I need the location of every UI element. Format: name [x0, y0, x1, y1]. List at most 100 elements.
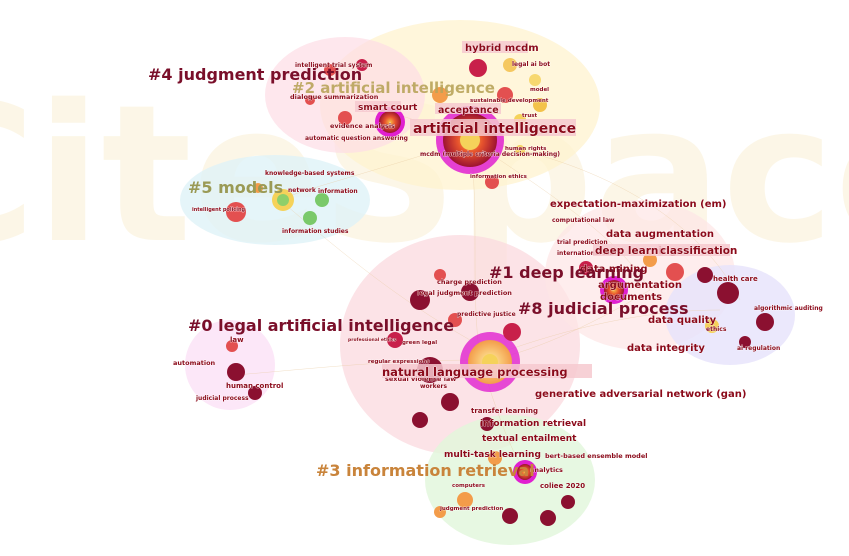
node[interactable]	[540, 510, 556, 526]
keyword-label[interactable]: hybrid mcdm	[465, 43, 539, 55]
keyword-label[interactable]: data mining	[580, 264, 648, 276]
cluster-label-0[interactable]: #0 legal artificial intelligence	[188, 316, 454, 335]
node[interactable]	[412, 412, 428, 428]
keyword-label[interactable]: legal judgment prediction	[417, 289, 513, 298]
keyword-label[interactable]: judicial process	[195, 395, 250, 403]
node[interactable]	[441, 393, 459, 411]
keyword-label[interactable]: green legal	[402, 340, 438, 347]
keyword-label[interactable]: smart court	[358, 103, 419, 114]
keyword-label[interactable]: trust	[522, 113, 538, 120]
keyword-label[interactable]: legal ai bot	[512, 61, 551, 69]
node[interactable]	[315, 193, 329, 207]
keyword-label[interactable]: multi-task learning	[444, 450, 541, 461]
keyword-label[interactable]: intelligent trial system	[295, 62, 373, 70]
node[interactable]	[488, 451, 502, 465]
keyword-label[interactable]: analytics	[530, 466, 564, 475]
keyword-label[interactable]: natural language processing	[382, 365, 568, 380]
node[interactable]	[643, 253, 657, 267]
keyword-label[interactable]: algorithmic auditing	[754, 305, 823, 313]
node[interactable]	[434, 269, 446, 281]
keyword-label[interactable]: charge prediction	[437, 278, 503, 287]
keyword-label[interactable]: data augmentation	[606, 229, 715, 241]
keyword-label[interactable]: ethics	[706, 326, 727, 334]
keyword-label[interactable]: bert-based ensemble model	[545, 452, 648, 461]
keyword-label[interactable]: classification	[660, 245, 738, 258]
keyword-label[interactable]: coliee 2020	[540, 482, 586, 491]
node[interactable]	[226, 340, 238, 352]
keyword-label[interactable]: data integrity	[627, 343, 706, 355]
keyword-label[interactable]: evidence analysis	[330, 122, 396, 131]
cluster-label-1[interactable]: #1 deep learning	[489, 263, 644, 282]
keyword-label[interactable]: human rights	[505, 146, 548, 153]
node[interactable]	[529, 74, 541, 86]
node[interactable]	[277, 194, 289, 206]
keyword-label[interactable]: law	[230, 336, 245, 345]
node[interactable]	[356, 59, 368, 71]
node[interactable]	[503, 323, 521, 341]
node[interactable]	[579, 261, 593, 275]
node[interactable]	[517, 464, 533, 480]
node[interactable]	[434, 506, 446, 518]
keyword-label[interactable]: artificial intelligence	[413, 121, 577, 138]
cluster-label-7[interactable]: #8 judicial process	[518, 299, 688, 318]
keyword-label[interactable]: computers	[452, 483, 486, 490]
keyword-label[interactable]: computational law	[552, 217, 616, 225]
node[interactable]	[457, 492, 473, 508]
node[interactable]	[248, 386, 262, 400]
node[interactable]	[497, 87, 513, 103]
keyword-label[interactable]: documents	[600, 292, 663, 304]
keyword-label[interactable]: trial prediction	[557, 239, 608, 247]
node[interactable]	[561, 495, 575, 509]
node[interactable]	[226, 202, 246, 222]
keyword-label[interactable]: acceptance	[438, 105, 499, 117]
node[interactable]	[705, 319, 719, 333]
keyword-label[interactable]: transfer learning	[471, 407, 539, 416]
keyword-label[interactable]: textual entailment	[482, 434, 578, 445]
keyword-label[interactable]: mcdm (multiple criteria decision-making)	[420, 151, 561, 159]
node[interactable]	[324, 64, 336, 76]
node[interactable]	[253, 183, 263, 193]
keyword-label[interactable]: intelligent policing	[192, 207, 246, 214]
keyword-label[interactable]: expectation-maximization (em)	[550, 199, 727, 211]
keyword-label[interactable]: network	[288, 187, 317, 195]
node[interactable]	[410, 290, 430, 310]
keyword-label[interactable]: international law	[557, 250, 616, 258]
node[interactable]	[480, 417, 494, 431]
keyword-label[interactable]: data quality	[648, 315, 717, 327]
keyword-label[interactable]: information studies	[282, 228, 349, 236]
node[interactable]	[604, 280, 624, 300]
keyword-label[interactable]: information	[318, 188, 358, 196]
keyword-label[interactable]: dialogue summarization	[290, 93, 379, 102]
node[interactable]	[485, 175, 499, 189]
node[interactable]	[502, 508, 518, 524]
node[interactable]	[533, 98, 547, 112]
cluster-label-5[interactable]: #5 models	[188, 178, 283, 197]
keyword-label[interactable]: sexual violence law	[385, 375, 457, 384]
keyword-label[interactable]: human control	[226, 382, 284, 391]
node[interactable]	[305, 95, 315, 105]
keyword-label[interactable]: information ethics	[470, 174, 528, 181]
keyword-label[interactable]: information retrieval	[480, 419, 587, 430]
cluster-label-2[interactable]: #2 artificial intelligence	[292, 79, 495, 97]
node[interactable]	[432, 87, 448, 103]
node[interactable]	[227, 363, 245, 381]
keyword-label[interactable]: model	[530, 87, 550, 94]
keyword-label[interactable]: regular expressions	[368, 359, 431, 366]
node[interactable]	[666, 263, 684, 281]
node[interactable]	[697, 267, 713, 283]
node[interactable]	[469, 59, 487, 77]
keyword-label[interactable]: deep learning	[595, 245, 678, 258]
node[interactable]	[379, 111, 401, 133]
keyword-label[interactable]: argumentation	[598, 280, 683, 292]
node[interactable]	[515, 145, 525, 155]
keyword-label[interactable]: sustainable development	[470, 98, 549, 105]
keyword-label[interactable]: workers	[420, 383, 448, 391]
node[interactable]	[756, 313, 774, 331]
node[interactable]	[739, 336, 751, 348]
node[interactable]	[338, 111, 352, 125]
keyword-label[interactable]: knowledge-based systems	[265, 170, 355, 178]
cluster-label-3[interactable]: #3 information retrieval	[316, 461, 535, 480]
keyword-label[interactable]: predictive justice	[457, 311, 516, 319]
keyword-label[interactable]: generative adversarial network (gan)	[535, 389, 747, 401]
keyword-label[interactable]: automatic question answering	[305, 135, 408, 143]
